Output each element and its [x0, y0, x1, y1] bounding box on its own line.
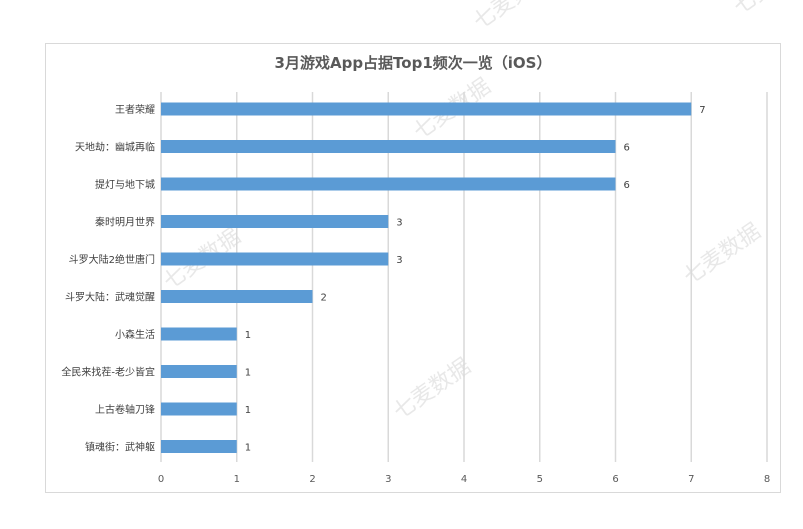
- bar: [161, 327, 237, 341]
- bar: [161, 177, 616, 191]
- bar: [161, 140, 616, 153]
- x-tick-labels: 0 1 2 3 4 5 6 7 8: [158, 474, 770, 485]
- data-label: 1: [245, 368, 251, 379]
- data-label: 1: [245, 405, 251, 416]
- watermark-text: 七麦数据: [469, 0, 555, 35]
- category-label: 斗罗大陆2绝世唐门: [69, 253, 155, 266]
- category-label: 提灯与地下城: [95, 178, 155, 191]
- category-label: 秦时明月世界: [95, 216, 155, 229]
- data-label: 6: [624, 143, 630, 154]
- x-tick-label: 6: [612, 474, 618, 485]
- bar: [161, 365, 237, 378]
- watermark-text: 七麦数据: [389, 354, 475, 425]
- bar: [161, 102, 692, 116]
- category-label: 全民来找茬-老少皆宜: [61, 366, 155, 379]
- data-label: 7: [699, 105, 705, 116]
- x-tick-label: 8: [764, 474, 770, 485]
- category-label: 天地劫：幽城再临: [75, 141, 155, 154]
- x-tick-label: 0: [158, 474, 164, 485]
- data-label: 3: [396, 255, 402, 266]
- data-labels: 7 6 6 3 3 2 1 1 1 1: [245, 105, 706, 454]
- data-label: 1: [245, 330, 251, 341]
- category-label: 王者荣耀: [115, 104, 155, 116]
- data-label: 2: [321, 293, 327, 304]
- x-tick-label: 7: [688, 474, 694, 485]
- bars: [161, 102, 692, 453]
- data-label: 1: [245, 443, 251, 454]
- bar: [161, 290, 313, 303]
- category-label: 镇魂街：武神躯: [85, 441, 155, 454]
- bar: [161, 215, 389, 228]
- x-tick-label: 5: [537, 474, 543, 485]
- x-tick-label: 2: [309, 474, 315, 485]
- bar: [161, 440, 237, 453]
- watermark-layer: 七麦数据七麦数据七麦数据七麦数据七麦数据七麦数据: [159, 0, 803, 425]
- x-tick-label: 3: [385, 474, 391, 485]
- watermark-text: 七麦数据: [729, 0, 803, 20]
- category-label: 小森生活: [115, 328, 155, 341]
- gridlines: [160, 92, 768, 462]
- x-tick-label: 4: [461, 474, 467, 485]
- category-label: 上古卷轴刀锋: [95, 403, 155, 416]
- category-label: 斗罗大陆：武魂觉醒: [65, 291, 155, 304]
- bar: [161, 252, 389, 266]
- chart-title: 3月游戏App占据Top1频次一览（iOS）: [274, 54, 552, 72]
- data-label: 3: [396, 218, 402, 229]
- chart-frame: [45, 43, 781, 493]
- data-label: 6: [624, 180, 630, 191]
- category-labels: 王者荣耀天地劫：幽城再临提灯与地下城秦时明月世界斗罗大陆2绝世唐门斗罗大陆：武魂…: [61, 104, 155, 454]
- bar: [161, 402, 237, 416]
- watermark-text: 七麦数据: [679, 219, 765, 290]
- x-tick-label: 1: [234, 474, 240, 485]
